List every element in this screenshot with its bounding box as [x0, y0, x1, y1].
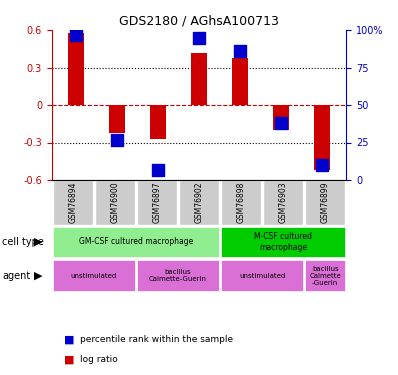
Bar	[314, 105, 330, 170]
Point	[318, 162, 325, 168]
FancyBboxPatch shape	[305, 180, 345, 225]
FancyBboxPatch shape	[53, 226, 219, 257]
FancyBboxPatch shape	[53, 180, 93, 225]
Point	[114, 136, 120, 142]
Text: GSM76898: GSM76898	[236, 182, 246, 223]
Point	[155, 166, 161, 172]
Text: GM-CSF cultured macrophage: GM-CSF cultured macrophage	[79, 237, 193, 246]
FancyBboxPatch shape	[137, 180, 177, 225]
Text: unstimulated: unstimulated	[239, 273, 285, 279]
Text: unstimulated: unstimulated	[71, 273, 117, 279]
Text: GSM76900: GSM76900	[110, 182, 119, 224]
Text: GSM76894: GSM76894	[68, 182, 77, 223]
Text: ■: ■	[64, 355, 74, 365]
FancyBboxPatch shape	[95, 180, 135, 225]
Text: M-CSF cultured
macrophage: M-CSF cultured macrophage	[254, 232, 312, 252]
Bar	[273, 105, 289, 130]
FancyBboxPatch shape	[305, 260, 345, 291]
FancyBboxPatch shape	[221, 180, 261, 225]
Point	[278, 120, 284, 126]
Bar	[232, 57, 248, 105]
Text: cell type: cell type	[2, 237, 44, 247]
FancyBboxPatch shape	[221, 260, 303, 291]
FancyBboxPatch shape	[137, 260, 219, 291]
Text: GSM76897: GSM76897	[152, 182, 162, 223]
Title: GDS2180 / AGhsA100713: GDS2180 / AGhsA100713	[119, 15, 279, 27]
Text: GSM76902: GSM76902	[195, 182, 203, 223]
Text: ▶: ▶	[34, 237, 42, 247]
Point	[196, 34, 202, 40]
Text: ▶: ▶	[34, 271, 42, 280]
Text: bacillus
Calmette
-Guerin: bacillus Calmette -Guerin	[309, 266, 341, 286]
Bar	[191, 53, 207, 105]
Bar	[68, 33, 84, 105]
Text: agent: agent	[2, 271, 30, 280]
FancyBboxPatch shape	[221, 226, 345, 257]
FancyBboxPatch shape	[53, 260, 135, 291]
FancyBboxPatch shape	[179, 180, 219, 225]
Text: percentile rank within the sample: percentile rank within the sample	[80, 335, 233, 344]
FancyBboxPatch shape	[263, 180, 303, 225]
Point	[237, 48, 243, 54]
Text: GSM76903: GSM76903	[279, 182, 288, 224]
Bar	[150, 105, 166, 139]
Text: GSM76899: GSM76899	[321, 182, 330, 223]
Text: log ratio: log ratio	[80, 356, 117, 364]
Bar	[109, 105, 125, 132]
Point	[73, 32, 80, 38]
Text: bacillus
Calmette-Guerin: bacillus Calmette-Guerin	[149, 269, 207, 282]
Text: ■: ■	[64, 334, 74, 344]
